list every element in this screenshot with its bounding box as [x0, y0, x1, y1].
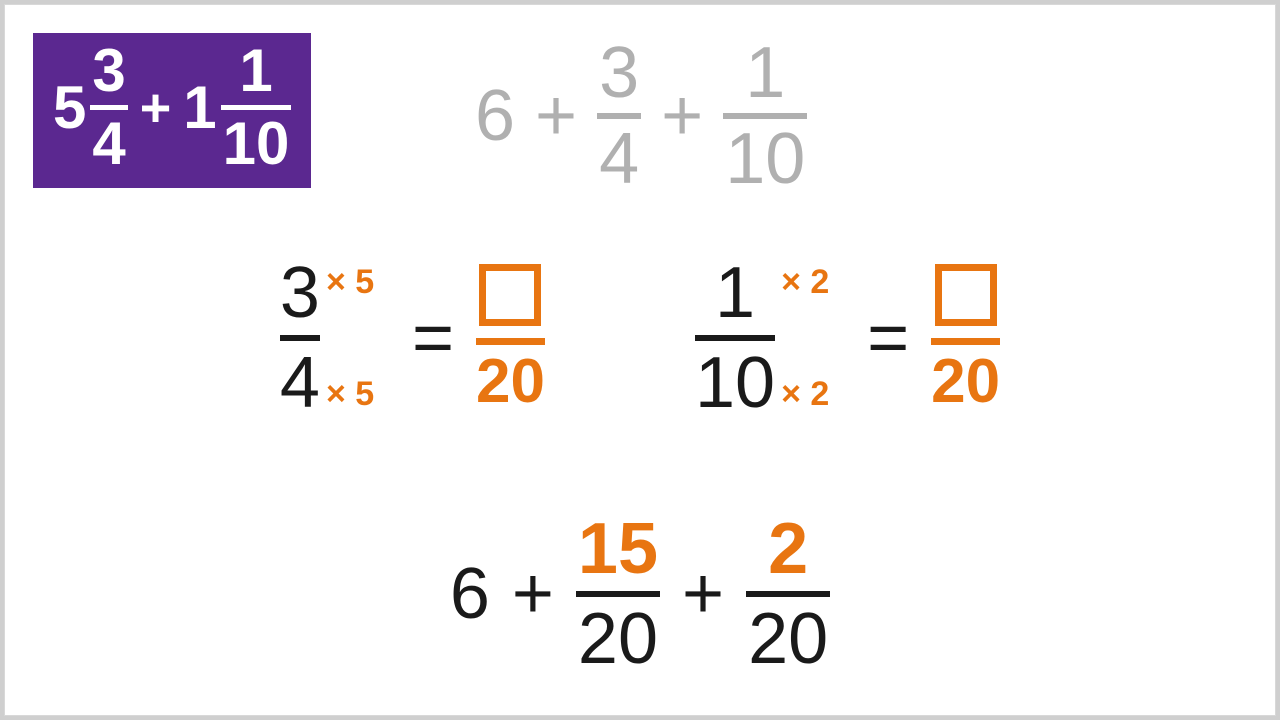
source-fraction-2: 1 10 × 2 × 2: [695, 257, 775, 419]
source-fraction-1: 3 4 × 5 × 5: [280, 257, 320, 419]
conversion-row: 3 4 × 5 × 5 = 20 1 10 × 2 × 2 =: [5, 257, 1275, 419]
fraction-bar: [746, 591, 830, 597]
fraction-bar: [931, 338, 1000, 345]
fraction-bar: [695, 335, 775, 341]
fraction-gray-2: 1 10: [723, 37, 807, 195]
math-panel: 5 3 4 + 1 1 10 6 + 3 4 + 1: [4, 4, 1276, 716]
whole-2: 1: [183, 73, 216, 142]
result-fraction-2: 20: [931, 264, 1000, 413]
answer-box[interactable]: [935, 264, 997, 326]
plus-sign: +: [140, 77, 172, 139]
equals-sign: =: [867, 297, 909, 379]
multiplier-bottom: × 5: [326, 377, 374, 411]
numerator-highlight: 15: [576, 513, 660, 585]
plus-sign: +: [512, 553, 554, 635]
fraction-bar: [576, 591, 660, 597]
plus-sign: +: [661, 75, 703, 157]
whole-sum: 6: [475, 75, 515, 157]
conversion-eq-2: 1 10 × 2 × 2 = 20: [695, 257, 1000, 419]
multiplier-bottom: × 2: [781, 377, 829, 411]
fraction-bar: [280, 335, 320, 341]
fraction-result-1: 15 20: [576, 513, 660, 675]
final-expression: 6 + 15 20 + 2 20: [5, 513, 1275, 675]
plus-sign: +: [682, 553, 724, 635]
decomposition-step: 6 + 3 4 + 1 10: [475, 37, 807, 195]
plus-sign: +: [535, 75, 577, 157]
numerator-highlight: 2: [766, 513, 810, 585]
result-denominator: 20: [476, 351, 545, 413]
answer-box[interactable]: [479, 264, 541, 326]
mixed-number-1: 5 3 4: [53, 41, 128, 174]
multiplier-top: × 2: [781, 265, 829, 299]
result-denominator: 20: [931, 351, 1000, 413]
equals-sign: =: [412, 297, 454, 379]
whole-1: 5: [53, 73, 86, 142]
result-fraction-1: 20: [476, 264, 545, 413]
fraction-2: 1 10: [221, 41, 292, 174]
fraction-gray-1: 3 4: [597, 37, 641, 195]
fraction-1: 3 4: [90, 41, 127, 174]
whole-sum: 6: [450, 553, 490, 635]
mixed-number-2: 1 1 10: [183, 41, 291, 174]
conversion-eq-1: 3 4 × 5 × 5 = 20: [280, 257, 545, 419]
multiplier-top: × 5: [326, 265, 374, 299]
fraction-result-2: 2 20: [746, 513, 830, 675]
problem-badge: 5 3 4 + 1 1 10: [33, 33, 311, 188]
fraction-bar: [476, 338, 545, 345]
